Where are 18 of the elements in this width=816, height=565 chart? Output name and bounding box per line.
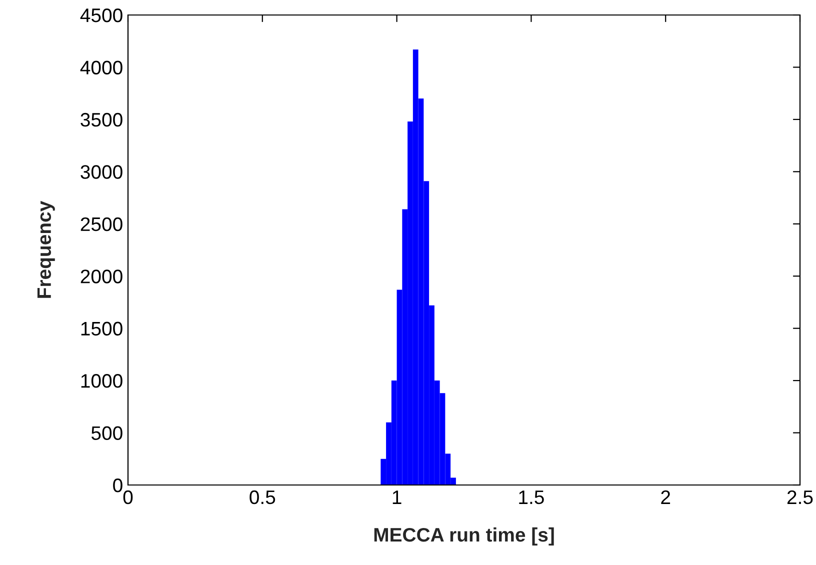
y-tick-label: 1500 <box>81 322 122 336</box>
x-tick-label: 0 <box>123 490 133 504</box>
x-axis-title: MECCA run time [s] <box>374 527 554 546</box>
x-tick-label: 2 <box>661 490 670 504</box>
x-tick-label: 1 <box>392 490 402 504</box>
x-tick-label: 2.5 <box>787 490 813 504</box>
y-tick-label: 4000 <box>80 60 122 74</box>
y-tick-label: 500 <box>91 426 122 440</box>
y-tick-label: 1000 <box>81 374 122 388</box>
y-tick-label: 3000 <box>80 165 122 179</box>
y-tick-label: 2000 <box>80 270 122 284</box>
y-tick-label: 3500 <box>80 112 122 127</box>
y-tick-label: 0 <box>113 478 122 492</box>
y-axis-title: Frequency <box>37 200 55 298</box>
x-tick-label: 0.5 <box>250 490 276 504</box>
y-tick-label: 4500 <box>80 8 122 22</box>
y-tick-label: 2500 <box>80 217 122 232</box>
x-tick-label: 1.5 <box>519 490 544 504</box>
